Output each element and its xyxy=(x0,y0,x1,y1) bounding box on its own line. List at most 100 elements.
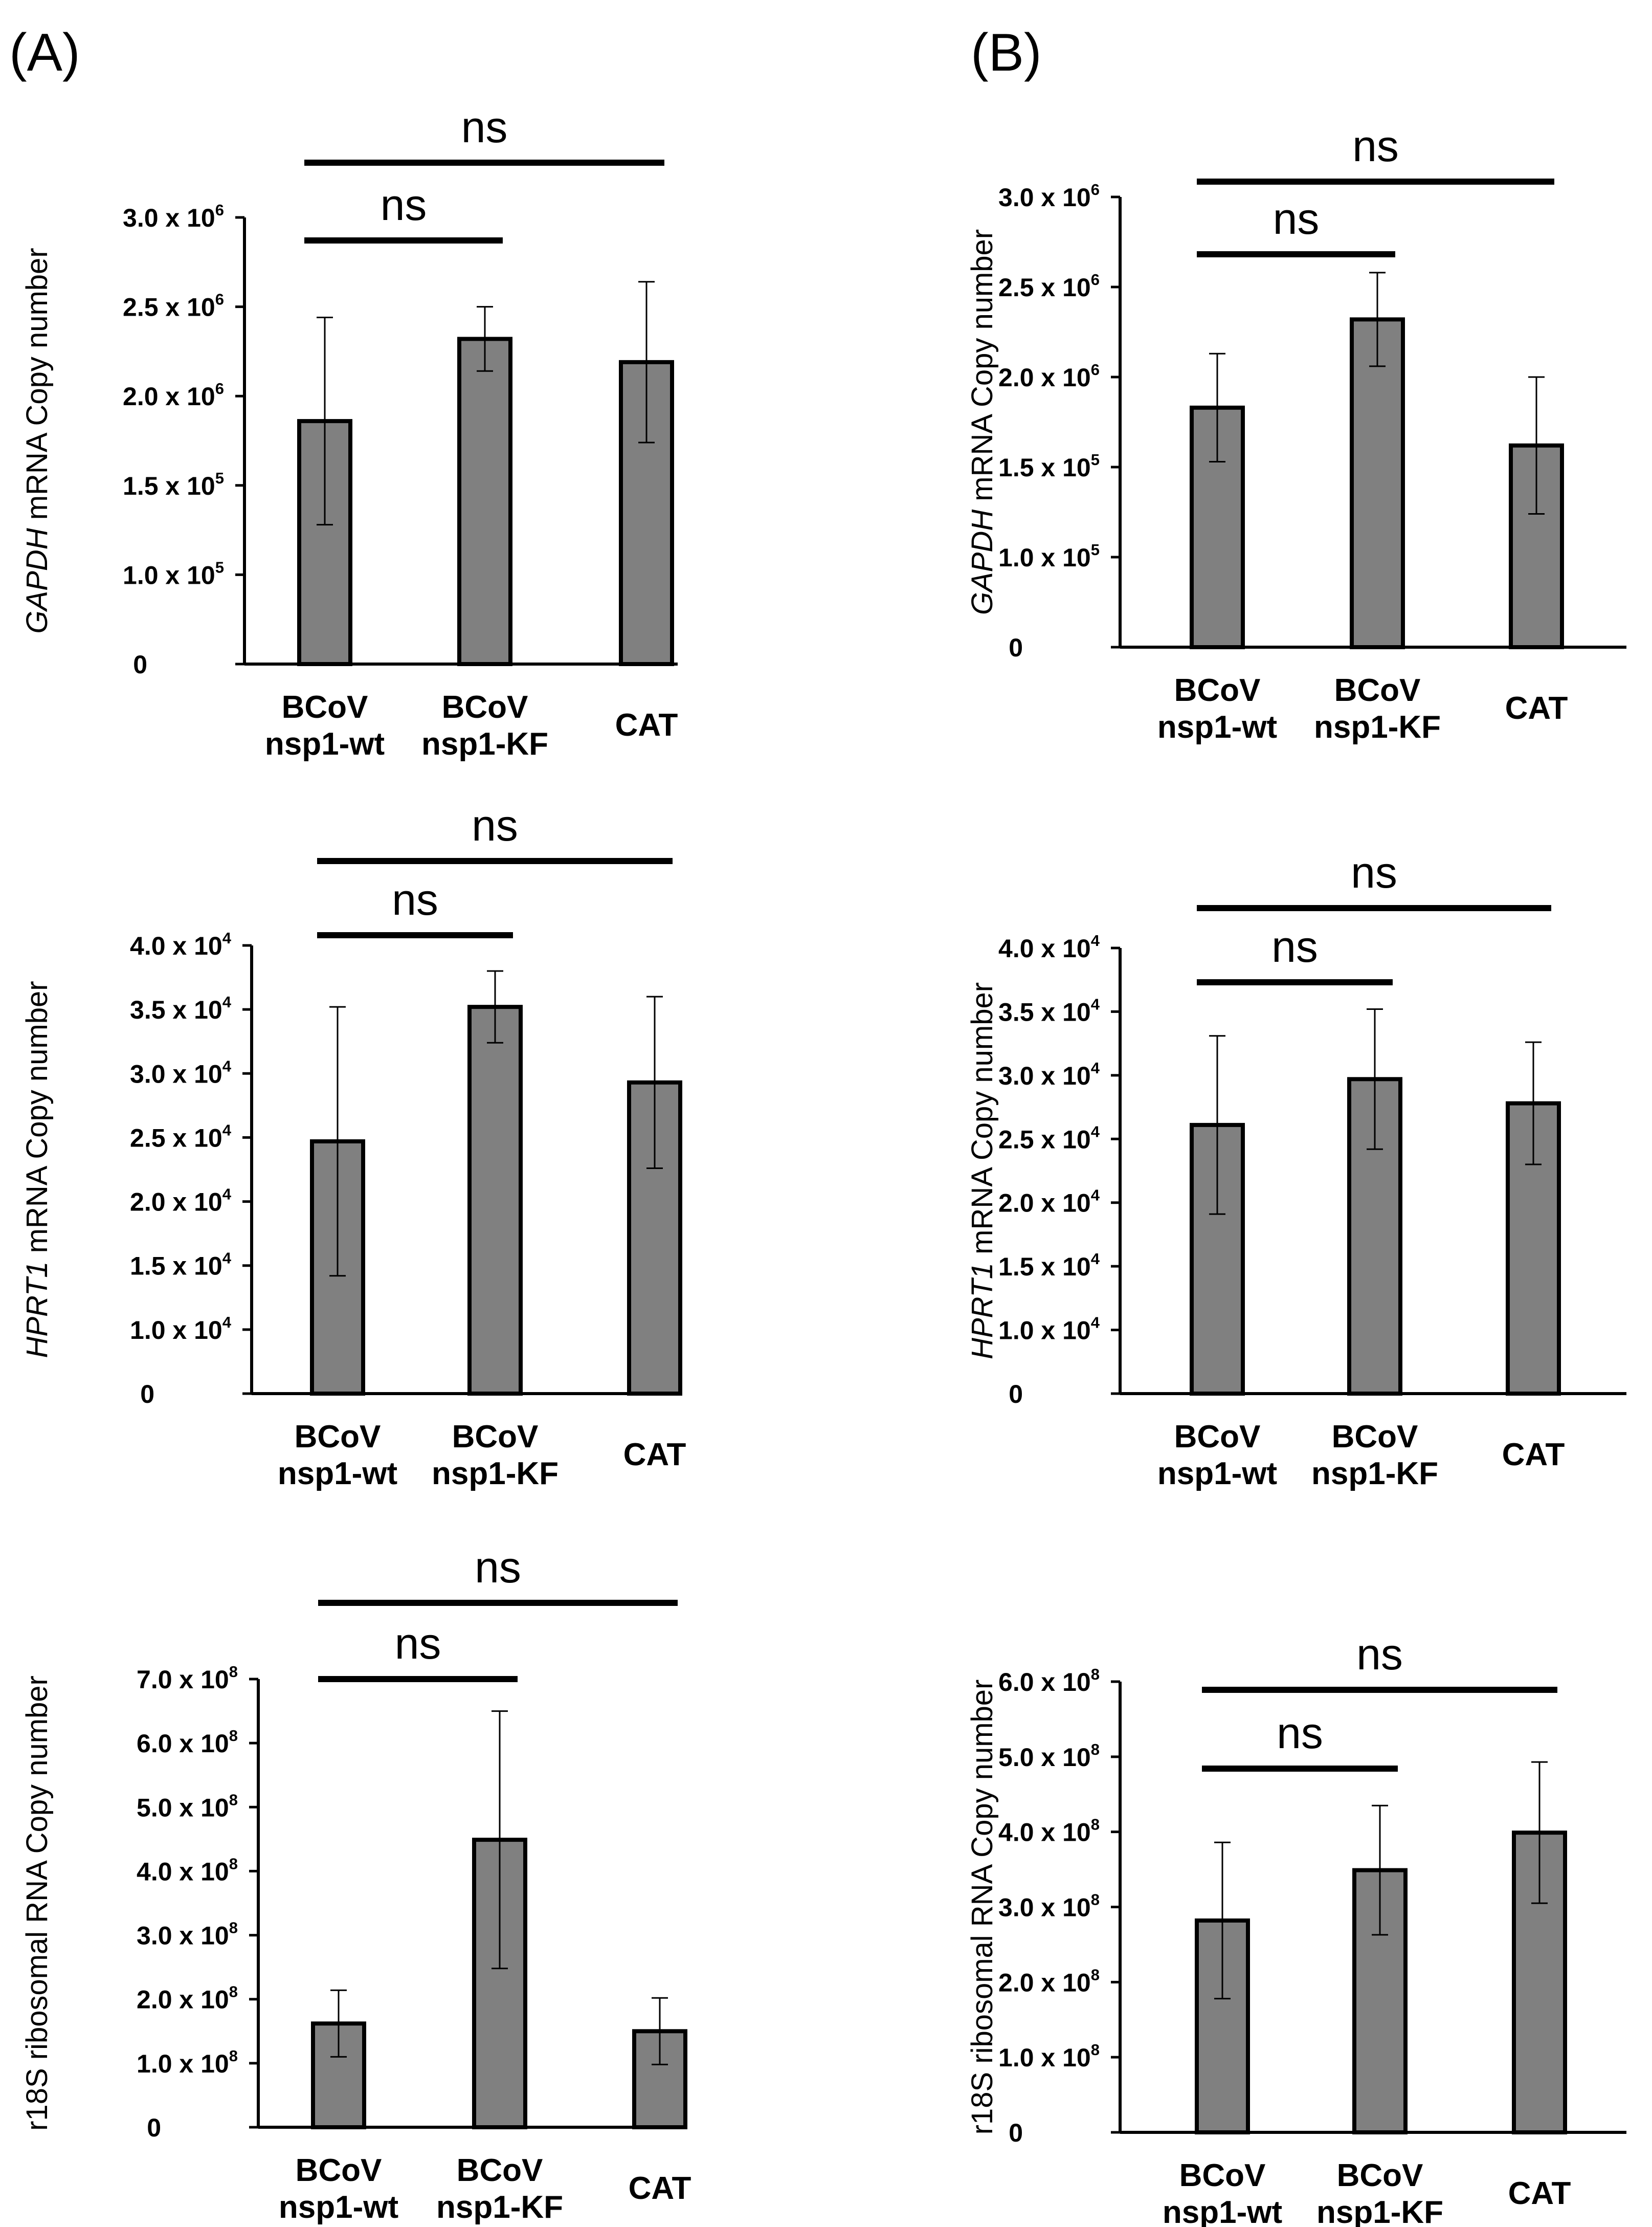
y-tick-label: 1.5 x 105 xyxy=(123,469,224,500)
x-category-label: nsp1-wt xyxy=(279,2190,398,2225)
x-category-label: CAT xyxy=(629,2171,691,2206)
significance-label: ns xyxy=(1356,1630,1403,1679)
y-tick-label: 7.0 x 108 xyxy=(137,1663,238,1694)
y-tick-label: 2.0 x 104 xyxy=(998,1186,1100,1218)
x-category-label: nsp1-wt xyxy=(265,726,385,762)
panel-label-b: (B) xyxy=(971,23,1042,82)
y-tick-label: 2.0 x 104 xyxy=(130,1185,232,1217)
y-tick-label: 1.0 x 108 xyxy=(137,2047,238,2078)
x-category-label: nsp1-KF xyxy=(1316,2195,1443,2227)
y-tick-label: 3.0 x 104 xyxy=(998,1059,1100,1090)
y-tick-label: 0 xyxy=(133,650,147,679)
y-tick-label: 4.0 x 104 xyxy=(130,929,232,960)
x-category-label: nsp1-KF xyxy=(421,726,548,762)
charts-group: 0 1.0 x 105 1.5 x 105 2.0 x 106 2.5 x 106 3.0… xyxy=(20,103,1626,2227)
y-tick-label: 3.0 x 106 xyxy=(998,181,1100,212)
y-tick-label: 3.0 x 108 xyxy=(998,1891,1100,1922)
y-tick-label: 2.5 x 104 xyxy=(130,1121,232,1152)
significance-label: ns xyxy=(1352,122,1399,171)
x-category-label: CAT xyxy=(1508,2176,1571,2211)
y-tick-label: 4.0 x 104 xyxy=(998,932,1100,963)
y-tick-label: 1.5 x 104 xyxy=(998,1250,1100,1281)
y-tick-label: 1.0 x 108 xyxy=(998,2041,1100,2072)
significance-label: ns xyxy=(1351,848,1397,897)
y-tick-label: 2.0 x 106 xyxy=(998,361,1100,392)
y-axis-title: HPRT1 mRNA Copy number xyxy=(20,981,54,1358)
bar xyxy=(1350,317,1405,649)
chart-2: 0 1.0 x 105 1.5 x 105 2.0 x 106 2.5 x 106 3.0… xyxy=(966,122,1626,745)
significance-label: ns xyxy=(381,181,427,230)
y-axis-title: r18S ribosomal RNA Copy number xyxy=(966,1680,999,2135)
y-axis-title: HPRT1 mRNA Copy number xyxy=(966,982,999,1359)
y-tick-label: 0 xyxy=(140,1380,154,1408)
x-category-label: BCoV xyxy=(295,1419,381,1454)
y-tick-label: 3.0 x 108 xyxy=(137,1919,238,1950)
chart-3: 0 1.0 x 104 1.5 x 104 2.0 x 104 2.5 x 104 3.0… xyxy=(20,801,686,1491)
x-category-label: BCoV xyxy=(1174,1419,1261,1454)
y-axis-title: GAPDH mRNA Copy number xyxy=(20,248,54,633)
y-tick-label: 5.0 x 108 xyxy=(137,1791,238,1822)
y-tick-label: 1.0 x 105 xyxy=(998,541,1100,572)
y-tick-label: 2.0 x 108 xyxy=(137,1983,238,2014)
y-tick-label: 2.5 x 106 xyxy=(123,291,224,322)
x-category-label: BCoV xyxy=(1174,673,1261,708)
y-tick-label: 5.0 x 108 xyxy=(998,1740,1100,1772)
x-category-label: BCoV xyxy=(1337,2158,1423,2193)
y-tick-label: 1.5 x 104 xyxy=(130,1249,232,1281)
y-tick-label: 2.0 x 106 xyxy=(123,380,224,411)
y-tick-label: 0 xyxy=(1009,633,1023,662)
y-tick-label: 0 xyxy=(147,2113,161,2142)
y-axis-title: r18S ribosomal RNA Copy number xyxy=(20,1675,54,2131)
significance-label: ns xyxy=(395,1619,441,1668)
y-tick-label: 3.5 x 104 xyxy=(130,993,232,1024)
x-category-label: CAT xyxy=(615,708,678,743)
y-tick-label: 3.0 x 106 xyxy=(123,201,224,232)
y-tick-label: 0 xyxy=(1009,1380,1023,1408)
bar xyxy=(457,337,512,666)
significance-label: ns xyxy=(472,801,518,850)
y-tick-label: 1.0 x 104 xyxy=(130,1313,232,1344)
x-category-label: nsp1-wt xyxy=(1163,2195,1282,2227)
panel-label-a: (A) xyxy=(9,23,80,82)
y-tick-label: 6.0 x 108 xyxy=(998,1665,1100,1696)
y-tick-label: 1.0 x 104 xyxy=(998,1314,1100,1345)
y-tick-label: 0 xyxy=(1009,2119,1023,2147)
x-category-label: nsp1-KF xyxy=(436,2190,563,2225)
y-tick-label: 2.0 x 108 xyxy=(998,1966,1100,1997)
x-category-label: BCoV xyxy=(296,2153,382,2188)
significance-label: ns xyxy=(392,875,438,924)
x-category-label: BCoV xyxy=(282,690,368,725)
significance-label: ns xyxy=(1277,1709,1323,1758)
x-category-label: nsp1-KF xyxy=(1311,1456,1438,1491)
y-tick-label: 2.5 x 104 xyxy=(998,1122,1100,1154)
x-category-label: BCoV xyxy=(442,690,528,725)
x-category-label: nsp1-wt xyxy=(1157,710,1277,745)
y-tick-label: 1.0 x 105 xyxy=(123,558,224,589)
y-tick-label: 1.5 x 105 xyxy=(998,451,1100,482)
chart-1: 0 1.0 x 105 1.5 x 105 2.0 x 106 2.5 x 106 3.0… xyxy=(20,103,678,762)
x-category-label: BCoV xyxy=(452,1419,539,1454)
significance-label: ns xyxy=(461,103,508,152)
x-category-label: CAT xyxy=(1505,691,1568,726)
y-tick-label: 3.0 x 104 xyxy=(130,1057,232,1088)
significance-label: ns xyxy=(1271,922,1318,972)
significance-label: ns xyxy=(1273,194,1320,244)
x-category-label: BCoV xyxy=(1179,2158,1266,2193)
x-category-label: BCoV xyxy=(457,2153,543,2188)
significance-label: ns xyxy=(475,1543,521,1592)
x-category-label: nsp1-wt xyxy=(278,1456,397,1491)
y-axis-title: GAPDH mRNA Copy number xyxy=(966,229,999,615)
x-category-label: nsp1-KF xyxy=(432,1456,559,1491)
bar xyxy=(467,1005,523,1396)
chart-5: 0 1.0 x 108 2.0 x 108 3.0 x 108 4.0 x 108 5.0… xyxy=(20,1543,691,2225)
y-tick-label: 4.0 x 108 xyxy=(137,1855,238,1886)
bar xyxy=(297,419,352,666)
x-category-label: BCoV xyxy=(1334,673,1421,708)
y-tick-label: 3.5 x 104 xyxy=(998,995,1100,1026)
x-category-label: BCoV xyxy=(1332,1419,1418,1454)
chart-6: 0 1.0 x 108 2.0 x 108 3.0 x 108 4.0 x 108 5.0… xyxy=(966,1630,1626,2227)
x-category-label: CAT xyxy=(1502,1437,1565,1472)
y-tick-label: 6.0 x 108 xyxy=(137,1727,238,1758)
y-tick-label: 4.0 x 108 xyxy=(998,1816,1100,1847)
